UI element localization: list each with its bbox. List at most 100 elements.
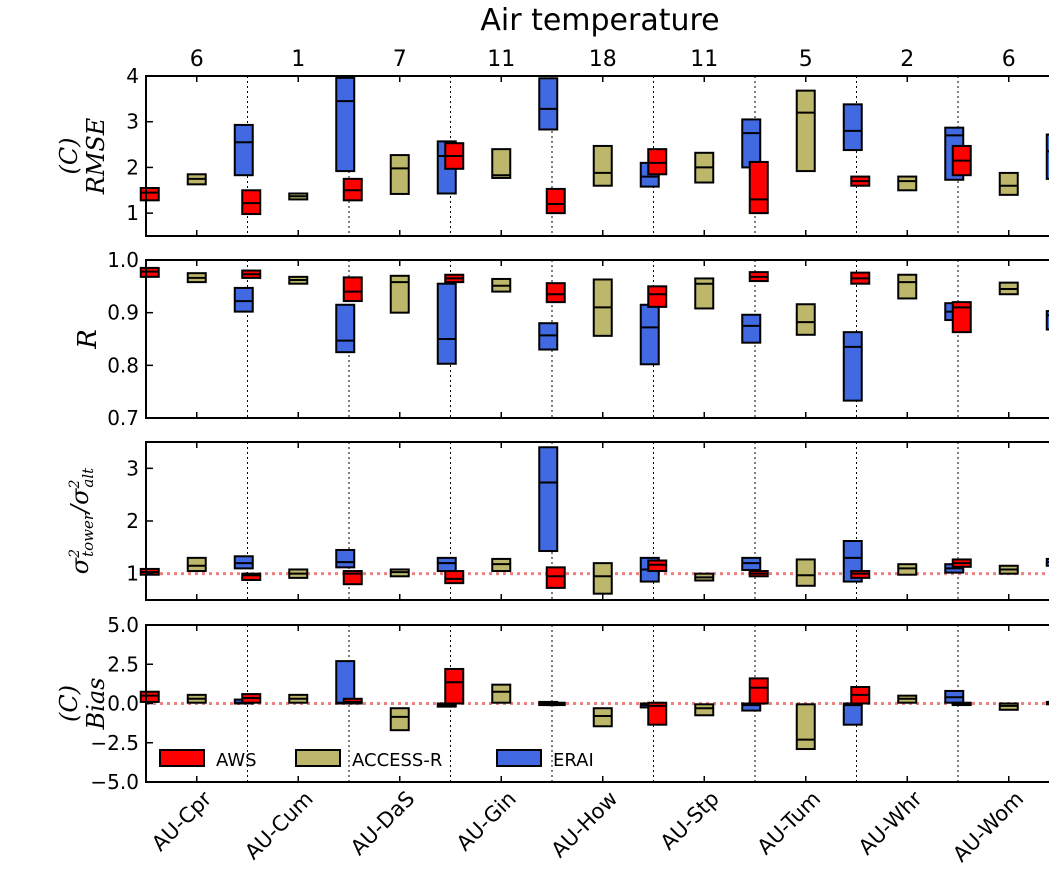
box-au-how-erai — [639, 303, 660, 366]
box-au-how-aws — [545, 566, 566, 589]
x-tick-label-au-das: AU-DaS — [346, 787, 419, 860]
box-au-stp-erai — [741, 313, 762, 344]
chart-title: Air temperature — [480, 3, 719, 38]
box-au-tum-aws — [748, 677, 769, 705]
box-au-cum-erai — [335, 660, 356, 705]
x-tick-label-au-wom: AU-Wom — [948, 787, 1028, 867]
legend-swatch-aws — [159, 749, 205, 767]
box-au-how-access-r — [592, 144, 613, 187]
box-au-cum-aws — [241, 572, 262, 581]
y-tick-label: 1.0 — [107, 248, 139, 272]
box-au-stp-aws — [647, 559, 668, 573]
x-tick-label-au-cpr: AU-Cpr — [147, 786, 217, 856]
x-tick-label-au-stp: AU-Stp — [656, 787, 724, 855]
box-au-das-access-r — [389, 274, 410, 314]
box-au-gin-access-r — [491, 148, 512, 179]
box-au-gin-erai — [538, 446, 559, 553]
box-au-tum-erai — [842, 103, 863, 152]
box-au-gin-erai — [538, 77, 559, 131]
y-tick-label: 4 — [126, 64, 139, 88]
box-au-gin-access-r — [491, 683, 512, 704]
box-au-tum-access-r — [795, 703, 816, 751]
x-axis-site-labels: AU-Cpr AU-Cum AU-DaS AU-Gin AU-How AU-Stp AU-T… — [147, 786, 1028, 866]
box-au-stp-aws — [647, 148, 668, 176]
box-au-how-aws — [545, 187, 566, 215]
box-au-gin-aws — [444, 570, 465, 585]
x-tick-label-au-gin: AU-Gin — [452, 787, 521, 856]
box-au-gin-aws — [444, 667, 465, 705]
y-axis-label-var: σ2tower/σ2alt — [66, 467, 97, 574]
box-au-tum-access-r — [795, 303, 816, 336]
site-count-au-cum: 1 — [291, 47, 305, 72]
legend[interactable]: AWS ACCESS-R ERAI — [159, 749, 594, 771]
y-axis-label-text: R — [73, 329, 103, 350]
site-count-au-tum: 5 — [799, 47, 813, 72]
site-count-au-das: 7 — [393, 47, 407, 72]
site-counts: 6 1 7 11 18 11 5 2 6 — [190, 47, 1016, 72]
y-tick-label: 3 — [126, 110, 139, 134]
box-au-das-access-r — [389, 707, 410, 732]
box-au-whr-access-r — [897, 175, 918, 192]
y-axis-label-r: R — [73, 329, 103, 350]
box-au-cpr-erai — [233, 123, 254, 177]
box-au-cpr-aws — [139, 690, 160, 703]
y-tick-label: 0.8 — [107, 353, 139, 377]
box-au-cum-erai — [335, 76, 356, 173]
box-au-stp-aws — [647, 701, 668, 726]
box-au-cpr-aws — [139, 187, 160, 202]
y-tick-label: 5.0 — [107, 613, 139, 637]
panel-var: 1 2 3 σ2tower/σ2alt — [66, 441, 1049, 601]
y-tick-label: 0.9 — [107, 301, 139, 325]
site-count-au-how: 18 — [589, 47, 617, 72]
box-au-das-aws — [342, 276, 363, 303]
panel-frame — [145, 75, 1049, 237]
panel-bias: −5.0 −2.5 0.0 2.5 5.0 (C) Bias — [55, 613, 1049, 794]
box-au-whr-access-r — [897, 563, 918, 576]
x-tick-label-au-tum: AU-Tum — [753, 787, 826, 860]
box-au-wom-access-r — [998, 171, 1019, 196]
box-au-wom-erai — [1045, 133, 1049, 180]
x-tick-label-au-whr: AU-Whr — [854, 786, 927, 859]
y-tick-label: −5.0 — [90, 770, 139, 794]
y-tick-label: −2.5 — [90, 731, 139, 755]
box-au-gin-erai — [538, 322, 559, 351]
x-tick-label-au-cum: AU-Cum — [240, 787, 318, 865]
box-au-cpr-access-r — [186, 556, 207, 573]
y-axis-label-text: RMSE — [82, 117, 110, 195]
box-au-tum-erai — [842, 331, 863, 402]
legend-label-erai: ERAI — [553, 750, 594, 771]
y-axis-label-bias: (C) Bias — [55, 678, 110, 731]
y-tick-label: 3 — [126, 456, 139, 480]
y-tick-label: 2 — [126, 155, 139, 179]
box-au-whr-access-r — [897, 273, 918, 300]
y-axis-label-text: σ2tower/σ2alt — [66, 467, 97, 574]
y-tick-label: 0.7 — [107, 406, 139, 430]
box-au-cpr-erai — [233, 286, 254, 313]
panel-r: 0.7 0.8 0.9 1.0 R — [73, 248, 1049, 430]
y-axis-unit: (C) — [55, 685, 83, 722]
box-au-tum-access-r — [795, 89, 816, 173]
site-count-au-wom: 6 — [1002, 47, 1016, 72]
y-tick-label: 1 — [126, 562, 139, 586]
panel-rmse: 1 2 3 4 (C) RMSE — [55, 64, 1049, 237]
box-au-wom-aws — [951, 301, 972, 334]
box-au-cum-erai — [335, 548, 356, 569]
y-axis-unit: (C) — [55, 137, 83, 174]
legend-swatch-access-r — [295, 749, 341, 767]
legend-label-aws: AWS — [216, 750, 257, 771]
box-au-stp-access-r — [694, 703, 715, 717]
site-count-au-gin: 11 — [487, 47, 515, 72]
box-au-tum-aws — [748, 160, 769, 215]
legend-swatch-erai — [496, 749, 542, 767]
box-au-stp-aws — [647, 285, 668, 308]
box-au-das-erai — [436, 556, 457, 573]
y-tick-label: 2 — [126, 509, 139, 533]
box-au-das-erai — [436, 282, 457, 365]
y-tick-label: 2.5 — [107, 652, 139, 676]
y-axis-label-text: Bias — [82, 678, 110, 731]
site-count-au-cpr: 6 — [190, 47, 204, 72]
legend-label-access-r: ACCESS-R — [352, 750, 442, 771]
panel-frame — [145, 259, 1049, 419]
box-au-stp-erai — [741, 118, 762, 169]
